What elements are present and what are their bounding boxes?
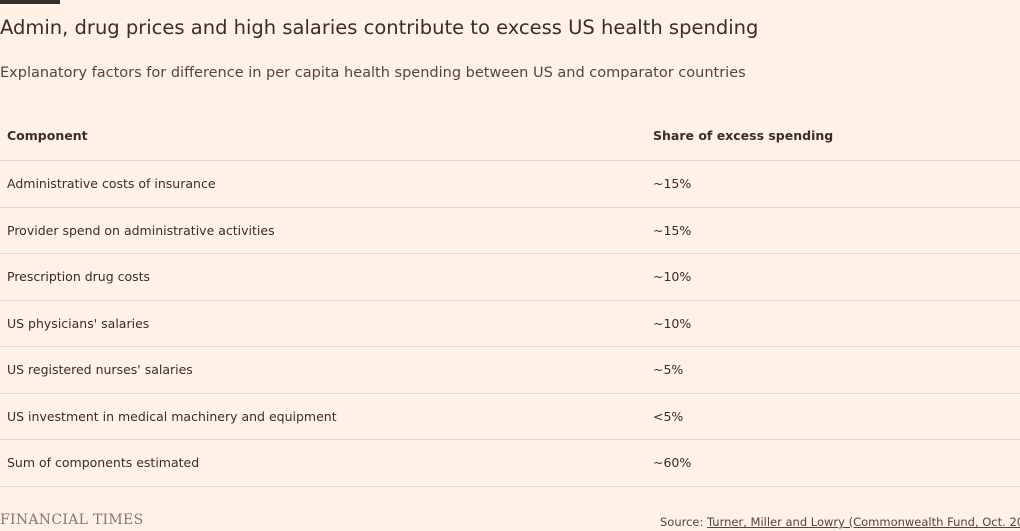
component-cell: US investment in medical machinery and e… <box>7 408 337 424</box>
component-cell: US registered nurses' salaries <box>7 362 193 378</box>
share-cell: ~15% <box>653 222 692 238</box>
ft-logo: FINANCIAL TIMES <box>0 512 144 528</box>
share-cell: ~5% <box>653 362 684 378</box>
component-cell: Provider spend on administrative activit… <box>7 222 275 238</box>
chart-subtitle: Explanatory factors for difference in pe… <box>0 65 746 81</box>
top-accent-bar <box>0 0 60 4</box>
share-cell: ~10% <box>653 315 692 331</box>
table-row: Sum of components estimated ~60% <box>0 440 1020 487</box>
column-header-component: Component <box>7 128 88 143</box>
table-row: US investment in medical machinery and e… <box>0 394 1020 440</box>
data-table: Component Share of excess spending Admin… <box>0 111 1020 487</box>
column-header-share: Share of excess spending <box>653 128 834 143</box>
component-cell: US physicians' salaries <box>7 315 150 331</box>
share-cell: ~60% <box>653 455 692 471</box>
share-cell: ~15% <box>653 176 692 192</box>
chart-title: Admin, drug prices and high salaries con… <box>0 16 759 39</box>
share-cell: <5% <box>653 408 684 424</box>
source-label: Source: <box>660 515 708 529</box>
component-cell: Sum of components estimated <box>7 455 200 471</box>
source-note: Source: Turner, Miller and Lowry (Common… <box>660 515 1020 529</box>
component-cell: Administrative costs of insurance <box>7 176 216 192</box>
table-row: US physicians' salaries ~10% <box>0 301 1020 347</box>
table-row: US registered nurses' salaries ~5% <box>0 347 1020 394</box>
share-cell: ~10% <box>653 269 692 285</box>
table-row: Administrative costs of insurance ~15% <box>0 161 1020 208</box>
component-cell: Prescription drug costs <box>7 269 151 285</box>
table-row: Prescription drug costs ~10% <box>0 254 1020 301</box>
source-link[interactable]: Turner, Miller and Lowry (Commonwealth F… <box>707 515 1020 529</box>
table-row: Provider spend on administrative activit… <box>0 208 1020 254</box>
table-header-row: Component Share of excess spending <box>0 111 1020 161</box>
